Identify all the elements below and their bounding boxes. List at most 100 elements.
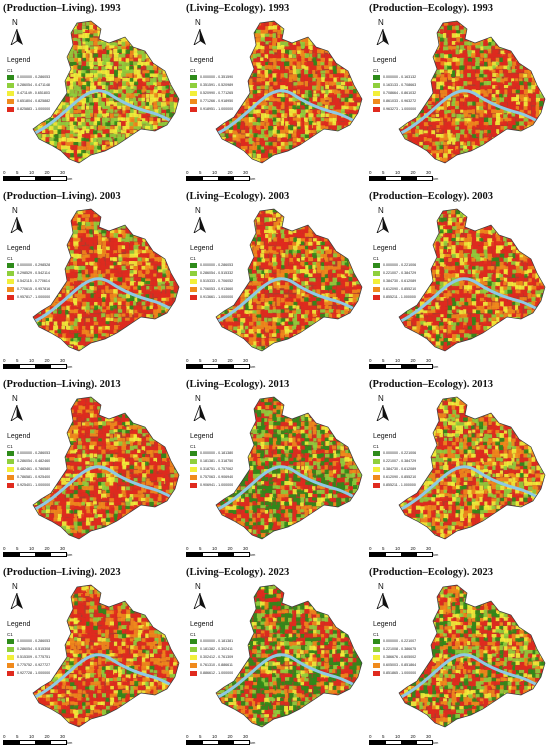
legend-range-label: 0.515333 - 0.706052	[200, 279, 234, 283]
scale-tick-label: 10	[28, 546, 34, 551]
legend-swatch	[190, 90, 197, 96]
legend-swatch	[373, 82, 380, 88]
legend-entry: 0.318751 - 0.757062	[190, 465, 262, 473]
coupling-map	[215, 20, 363, 164]
legend-title: Legend	[373, 57, 397, 64]
legend-entry: 0.963273 - 1.000000	[373, 105, 445, 113]
coupling-map	[398, 396, 546, 540]
legend: C1 0.000000 - 0.286053 0.286054 - 0.482460…	[7, 444, 79, 489]
legend-swatch	[7, 74, 14, 80]
map-panel: (Production–Ecology). 2013 N Legend C1 0.000…	[367, 377, 550, 565]
north-arrow-icon: N	[192, 394, 208, 431]
legend-entry: 0.386676 - 0.605002	[373, 653, 445, 661]
legend: C1 0.000000 - 0.298528 0.298529 - 0.542114…	[7, 256, 79, 301]
legend-swatch	[373, 98, 380, 104]
legend-swatch	[190, 82, 197, 88]
legend-entry: 0.384730 - 0.612089	[373, 465, 445, 473]
legend-range-label: 0.957817 - 1.000000	[17, 295, 51, 299]
legend-swatch	[7, 262, 14, 268]
legend-swatch	[7, 294, 14, 300]
legend-swatch	[190, 270, 197, 276]
scale-tick-label: 10	[394, 734, 400, 739]
legend-field-label: C1	[190, 68, 196, 73]
north-label: N	[378, 394, 384, 403]
legend-title: Legend	[373, 433, 397, 440]
legend-entry: 0.163133 - 0.708663	[373, 81, 445, 89]
legend-entry: 0.861033 - 0.963272	[373, 97, 445, 105]
north-label: N	[195, 18, 201, 27]
legend-entry: 0.221008 - 0.386675	[373, 645, 445, 653]
north-label: N	[195, 582, 201, 591]
legend-entry: 0.786581 - 0.925400	[7, 473, 79, 481]
coupling-map	[215, 584, 363, 728]
scale-tick-label: 10	[28, 358, 34, 363]
legend-entry: 0.770615 - 0.957816	[7, 285, 79, 293]
legend-range-label: 0.286054 - 0.515308	[17, 647, 51, 651]
legend-entry: 0.000000 - 0.286053	[7, 637, 79, 645]
legend-range-label: 0.927728 - 1.000000	[17, 671, 51, 675]
legend-entry: 0.000000 - 0.163132	[373, 73, 445, 81]
legend-range-label: 0.906941 - 1.000000	[200, 483, 234, 487]
legend-entry: 0.761310 - 0.886611	[190, 661, 262, 669]
legend-swatch	[7, 466, 14, 472]
legend-entry: 0.000000 - 0.221007	[373, 637, 445, 645]
legend-field-label: C1	[7, 632, 13, 637]
panel-title: (Production–Living). 2023	[3, 567, 121, 578]
legend-swatch	[190, 670, 197, 676]
scale-tick-label: 20	[44, 358, 50, 363]
legend-range-label: 0.761310 - 0.886611	[200, 663, 233, 667]
scale-tick-label: 30	[425, 546, 431, 551]
legend-swatch	[373, 458, 380, 464]
north-label: N	[12, 394, 18, 403]
legend-range-label: 0.000000 - 0.286053	[17, 75, 51, 79]
scale-bar: 0 5 10 20 30 km	[186, 170, 256, 184]
legend-swatch	[190, 654, 197, 660]
legend-entry: 0.515309 - 0.775751	[7, 653, 79, 661]
legend-range-label: 0.770615 - 0.957816	[17, 287, 51, 291]
legend-title: Legend	[7, 621, 31, 628]
legend-range-label: 0.706053 - 0.913660	[200, 287, 234, 291]
coupling-map	[32, 208, 180, 352]
legend-range-label: 0.221008 - 0.386675	[383, 647, 417, 651]
legend-swatch	[190, 458, 197, 464]
north-label: N	[378, 582, 384, 591]
legend-range-label: 0.605003 - 0.851864	[383, 663, 417, 667]
legend-swatch	[190, 74, 197, 80]
legend-swatch	[373, 262, 380, 268]
coupling-map	[32, 584, 180, 728]
legend-field-label: C1	[190, 256, 196, 261]
scale-tick-label: 30	[242, 734, 248, 739]
legend-entry: 0.957817 - 1.000000	[7, 293, 79, 301]
coupling-map	[398, 20, 546, 164]
legend-entry: 0.913661 - 1.000000	[190, 293, 262, 301]
legend-range-label: 0.918951 - 1.000000	[200, 107, 234, 111]
legend-range-label: 0.286054 - 0.482460	[17, 459, 51, 463]
scale-tick-label: 10	[211, 170, 217, 175]
scale-tick-label: 0	[3, 546, 6, 551]
legend-entry: 0.181381 - 0.318750	[190, 457, 262, 465]
legend-range-label: 0.612090 - 0.855210	[383, 475, 417, 479]
legend-entry: 0.925401 - 1.000000	[7, 481, 79, 489]
map-panel: (Production–Ecology). 1993 N Legend C1 0.000…	[367, 1, 550, 189]
legend-range-label: 0.771266 - 0.918950	[200, 99, 234, 103]
scale-unit: km	[433, 176, 439, 181]
north-label: N	[12, 582, 18, 591]
legend-entry: 0.706053 - 0.913660	[190, 285, 262, 293]
legend-entry: 0.651804 - 0.825882	[7, 97, 79, 105]
legend-entry: 0.825883 - 1.000000	[7, 105, 79, 113]
legend-range-label: 0.775752 - 0.927727	[17, 663, 51, 667]
legend-swatch	[7, 458, 14, 464]
panel-title: (Living–Ecology). 2013	[186, 379, 290, 390]
north-arrow-icon: N	[192, 206, 208, 243]
scale-unit: km	[250, 176, 256, 181]
north-label: N	[195, 206, 201, 215]
legend-field-label: C1	[7, 68, 13, 73]
legend-field-label: C1	[373, 68, 379, 73]
scale-tick-label: 0	[369, 358, 372, 363]
legend-swatch	[190, 98, 197, 104]
scale-tick-label: 0	[186, 358, 189, 363]
legend-entry: 0.851865 - 1.000000	[373, 669, 445, 677]
legend-entry: 0.181382 - 0.302411	[190, 645, 262, 653]
legend-swatch	[7, 82, 14, 88]
legend-range-label: 0.286054 - 0.471148	[17, 83, 50, 87]
